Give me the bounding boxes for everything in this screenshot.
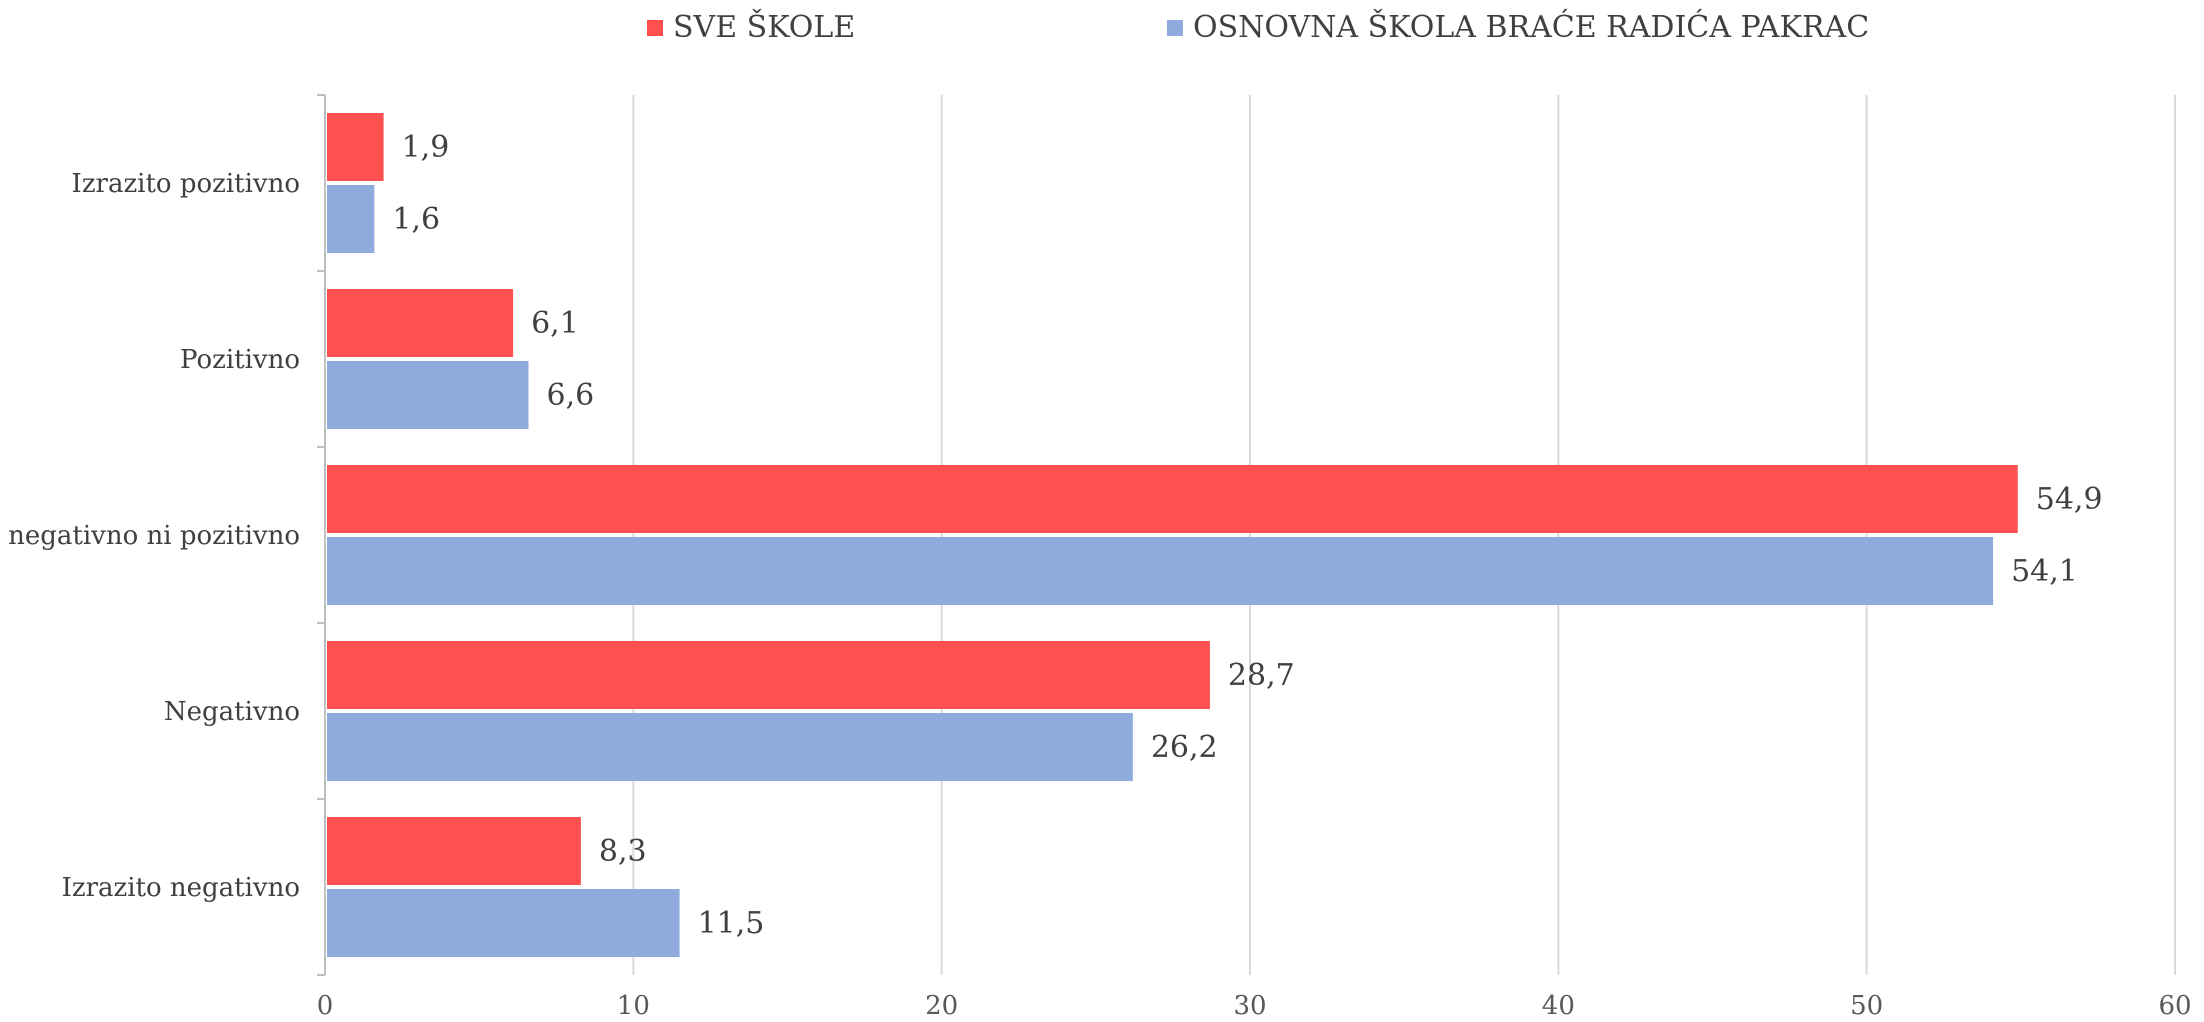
y-category-label: Izrazito negativno (62, 873, 300, 903)
legend-item-os-pakrac: OSNOVNA ŠKOLA BRAĆE RADIĆA PAKRAC (1167, 6, 1869, 50)
x-tick-label: 20 (925, 991, 958, 1021)
legend-swatch-os-pakrac (1167, 20, 1183, 36)
bar-os-pakrac (327, 713, 1133, 781)
legend-label-sve-skole: SVE ŠKOLE (673, 10, 856, 45)
bar-os-pakrac (327, 889, 680, 957)
bar-os-pakrac (327, 361, 529, 429)
legend-label-os-pakrac: OSNOVNA ŠKOLA BRAĆE RADIĆA PAKRAC (1193, 10, 1870, 45)
x-tick-label: 0 (317, 991, 334, 1021)
x-tick-label: 40 (1542, 991, 1575, 1021)
legend: SVE ŠKOLE OSNOVNA ŠKOLA BRAĆE RADIĆA PAK… (0, 6, 2204, 50)
bar-sve-skole (327, 289, 514, 357)
y-category-label: Izrazito pozitivno (72, 169, 300, 199)
bar-sve-skole (327, 113, 384, 181)
data-label: 6,1 (531, 306, 579, 341)
bar-sve-skole (327, 641, 1210, 709)
data-label: 28,7 (1228, 658, 1295, 693)
data-label: 8,3 (599, 834, 647, 869)
bar-os-pakrac (327, 537, 1994, 605)
data-label: 1,6 (392, 202, 440, 237)
data-label: 6,6 (547, 378, 595, 413)
x-tick-label: 30 (1233, 991, 1266, 1021)
bar-sve-skole (327, 465, 2018, 533)
data-label: 1,9 (402, 130, 450, 165)
x-tick-label: 60 (2158, 991, 2191, 1021)
y-category-label: Negativno (164, 697, 300, 727)
bar-os-pakrac (327, 185, 375, 253)
data-label: 11,5 (698, 906, 765, 941)
x-tick-label: 10 (617, 991, 650, 1021)
legend-swatch-sve-skole (647, 20, 663, 36)
bar-sve-skole (327, 817, 581, 885)
x-tick-label: 50 (1850, 991, 1883, 1021)
data-label: 26,2 (1151, 730, 1218, 765)
legend-item-sve-skole: SVE ŠKOLE (647, 6, 855, 50)
data-label: 54,9 (2036, 482, 2103, 517)
data-label: 54,1 (2011, 554, 2078, 589)
y-category-label: Pozitivno (180, 345, 300, 375)
y-category-label: Ni negativno ni pozitivno (0, 521, 300, 551)
